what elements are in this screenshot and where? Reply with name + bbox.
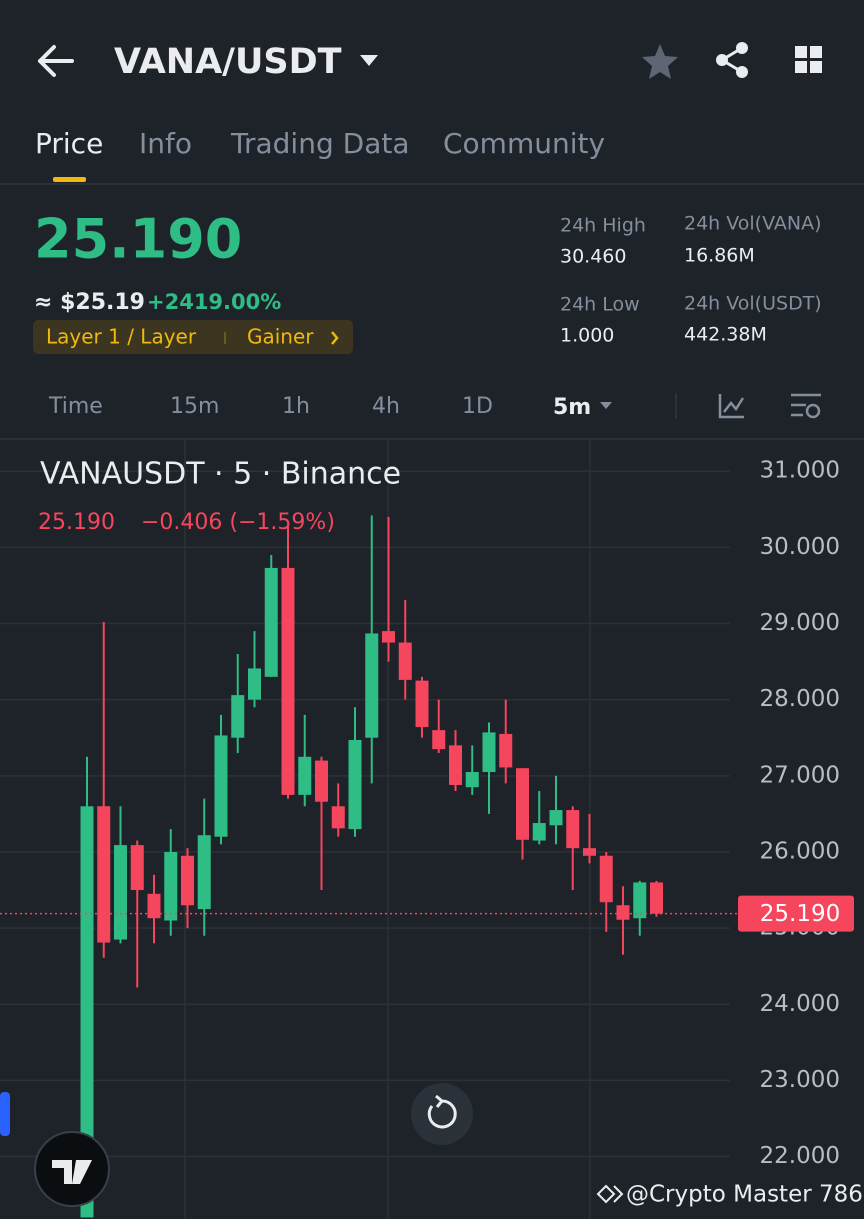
candle-body [130, 845, 144, 891]
indicator-button[interactable] [718, 394, 745, 419]
back-button[interactable] [38, 45, 74, 77]
tradingview-mark [52, 1160, 92, 1184]
stat-value: 16.86M [684, 245, 755, 267]
chart: 31.00030.00029.00028.00027.00026.00025.0… [0, 440, 854, 1219]
candle-body [633, 882, 647, 919]
y-tick-label: 31.000 [760, 458, 840, 484]
candle-body [80, 806, 94, 1218]
candle-body [382, 631, 395, 643]
interval[interactable]: Time [48, 394, 103, 419]
y-tick-label: 26.000 [760, 838, 840, 864]
tab[interactable]: Info [139, 127, 192, 160]
legend-price: 25.190 [38, 510, 115, 535]
candle-body [348, 740, 362, 830]
tag[interactable]: Gainer [247, 325, 314, 349]
candle-body [432, 730, 446, 750]
interval-active[interactable]: 5m [553, 395, 591, 420]
candle-body [465, 772, 479, 788]
candle-body [398, 642, 412, 680]
candle-body [248, 668, 261, 700]
candle-body [315, 760, 328, 802]
candle-body [298, 756, 312, 795]
candle-body [532, 823, 546, 841]
y-tick-label: 29.000 [760, 610, 840, 636]
watermark-logo [596, 1184, 624, 1204]
tag-box[interactable] [33, 320, 353, 354]
y-tick-label: 30.000 [760, 534, 840, 560]
watermark: @Crypto Master 786 [626, 1182, 863, 1208]
candle-body [114, 845, 127, 940]
reset-icon [427, 1094, 457, 1129]
favorite-star[interactable] [642, 44, 678, 79]
candle-body [214, 735, 228, 837]
stat-label: 24h Low [560, 294, 640, 316]
stat-label: 24h Vol(VANA) [684, 213, 822, 235]
candle-body [449, 745, 462, 785]
candle-body [365, 633, 379, 738]
y-tick-label: 23.000 [760, 1067, 840, 1093]
candle-body [264, 567, 278, 677]
tab[interactable]: Community [443, 127, 605, 160]
y-tick-label: 28.000 [760, 686, 840, 712]
candle-body [482, 732, 496, 773]
tab-indicator [53, 177, 86, 182]
candle-body [331, 806, 345, 829]
candle-body [181, 855, 194, 906]
tag[interactable]: Layer 1 / Layer [46, 325, 197, 349]
tab[interactable]: Trading Data [230, 127, 410, 160]
candle-body [197, 835, 211, 910]
candle-body [147, 893, 161, 919]
tag-arrow [331, 331, 339, 345]
candle-body [599, 855, 613, 903]
stat-value: 442.38M [684, 324, 767, 346]
settings-button[interactable] [791, 393, 821, 419]
candle-body [499, 733, 513, 768]
stat-label: 24h Vol(USDT) [684, 293, 822, 315]
candle-body [650, 882, 663, 914]
interval-dropdown[interactable] [600, 402, 612, 409]
last-price: 25.190 [34, 208, 242, 271]
interval[interactable]: 1h [282, 394, 310, 419]
stat-value: 1.000 [560, 325, 614, 347]
candle-body [415, 680, 429, 728]
candle-body [164, 851, 178, 921]
candle-body [583, 848, 596, 856]
fiat-price: ≈ $25.19 [34, 290, 145, 315]
candle-body [549, 810, 563, 826]
candle-body [231, 695, 245, 738]
last-price-box [738, 895, 854, 932]
y-tick-label: 22.000 [760, 1143, 840, 1169]
y-tick-label: 24.000 [760, 991, 840, 1017]
interval[interactable]: 1D [462, 394, 493, 419]
candles [80, 515, 663, 1218]
chart-title: VANAUSDT · 5 · Binance [40, 457, 401, 492]
candle-body [281, 567, 295, 795]
candle-body [97, 806, 111, 943]
menu-grid[interactable] [795, 46, 822, 73]
pair-dropdown[interactable] [360, 55, 378, 66]
interval[interactable]: 4h [372, 394, 400, 419]
side-handle[interactable] [0, 1092, 10, 1136]
interval[interactable]: 15m [170, 394, 219, 419]
share-button[interactable] [716, 42, 748, 78]
tab[interactable]: Price [35, 127, 103, 160]
legend-change: −0.406 (−1.59%) [141, 510, 335, 535]
reset-button[interactable] [411, 1083, 473, 1145]
candle-body [566, 810, 580, 849]
stat-value: 30.460 [560, 246, 626, 268]
pair-title[interactable]: VANA/USDT [114, 42, 342, 82]
candle-body [516, 768, 529, 840]
stat-label: 24h High [560, 215, 646, 237]
y-tick-label: 27.000 [760, 762, 840, 788]
price-change: +2419.00% [147, 290, 281, 314]
last-price-label: 25.190 [760, 901, 840, 927]
candle-body [616, 905, 630, 920]
